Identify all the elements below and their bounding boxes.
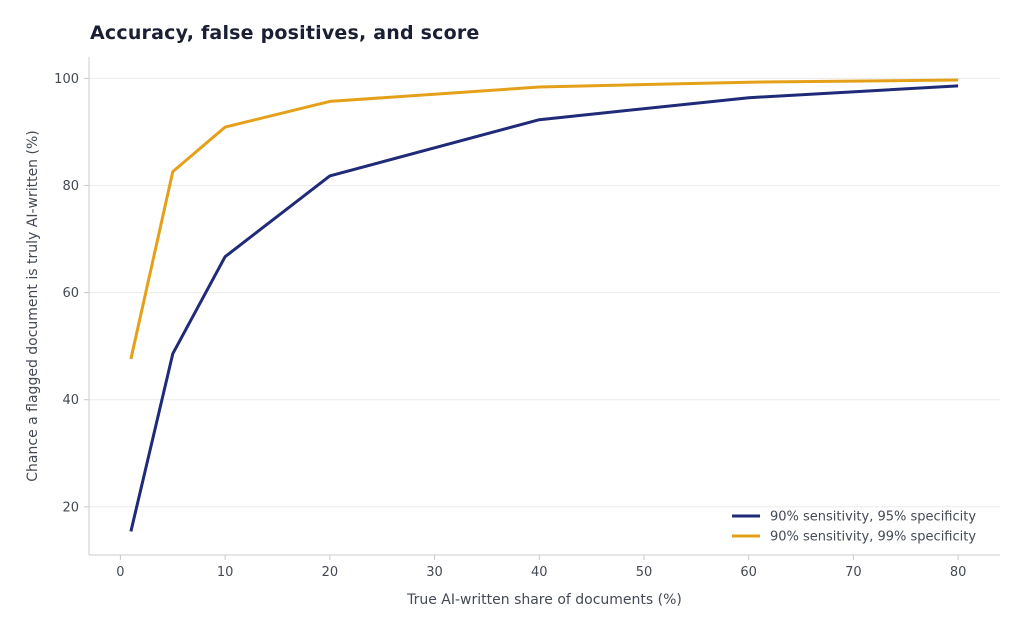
axes: 20 40 60 80 100 0 10 20 30 40 50 60 70 80 [54, 57, 1000, 580]
x-tick-label: 0 [116, 565, 124, 580]
y-tick-label: 20 [62, 500, 79, 515]
x-tick-label: 80 [950, 565, 967, 580]
y-tick-label: 40 [62, 393, 79, 408]
x-tick-label: 70 [845, 565, 862, 580]
series-lines [129, 78, 959, 532]
legend-label-2: 90% sensitivity, 99% specificity [770, 530, 976, 545]
gridlines [89, 77, 1000, 508]
x-tick-label: 10 [217, 565, 234, 580]
y-tick-label: 60 [62, 286, 79, 301]
y-tick-label: 80 [62, 179, 79, 194]
x-tick-label: 30 [426, 565, 443, 580]
legend: 90% sensitivity, 95% specificity 90% sens… [732, 510, 976, 545]
x-axis-label: True AI-written share of documents (%) [406, 592, 682, 608]
y-axis-label: Chance a flagged document is truly AI-wr… [25, 130, 41, 481]
series-line-1 [129, 84, 959, 532]
series-line-2 [129, 78, 959, 360]
x-tick-label: 50 [636, 565, 653, 580]
chart-title: Accuracy, false positives, and score [90, 22, 480, 44]
legend-label-1: 90% sensitivity, 95% specificity [770, 510, 976, 525]
x-tick-label: 20 [322, 565, 339, 580]
x-tick-label: 40 [531, 565, 548, 580]
x-tick-label: 60 [740, 565, 757, 580]
y-tick-label: 100 [54, 72, 79, 87]
